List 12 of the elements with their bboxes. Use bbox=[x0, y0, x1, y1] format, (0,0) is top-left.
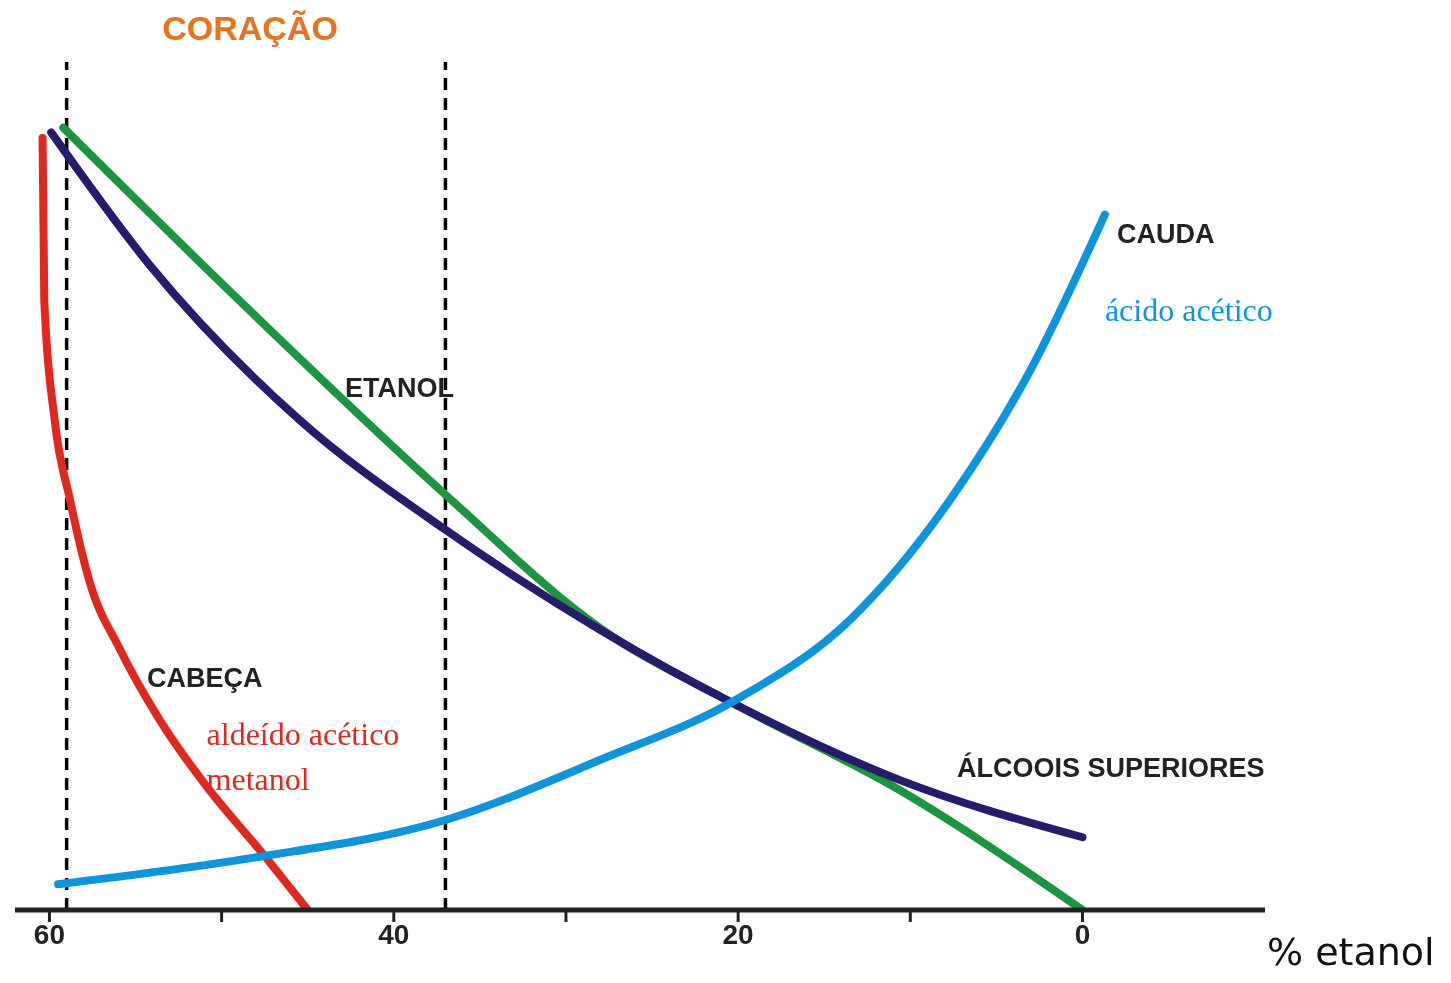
x-tick-label: 60 bbox=[33, 918, 66, 950]
annotation: ETANOL bbox=[345, 372, 454, 404]
x-tick-label: 20 bbox=[722, 918, 754, 950]
series-label: ácido acético bbox=[1104, 290, 1274, 330]
x-tick-label: 0 bbox=[1074, 918, 1091, 950]
annotation: ÁLCOOIS SUPERIORES bbox=[957, 752, 1265, 784]
x-tick-label: 40 bbox=[378, 918, 410, 950]
series-label: aldeído acético metanol bbox=[206, 715, 401, 800]
text: CORAÇÃO bbox=[162, 8, 338, 48]
x-axis-title: % etanol bbox=[1267, 930, 1435, 974]
annotation: CAUDA bbox=[1117, 218, 1215, 250]
annotation: CABEÇA bbox=[147, 662, 263, 694]
